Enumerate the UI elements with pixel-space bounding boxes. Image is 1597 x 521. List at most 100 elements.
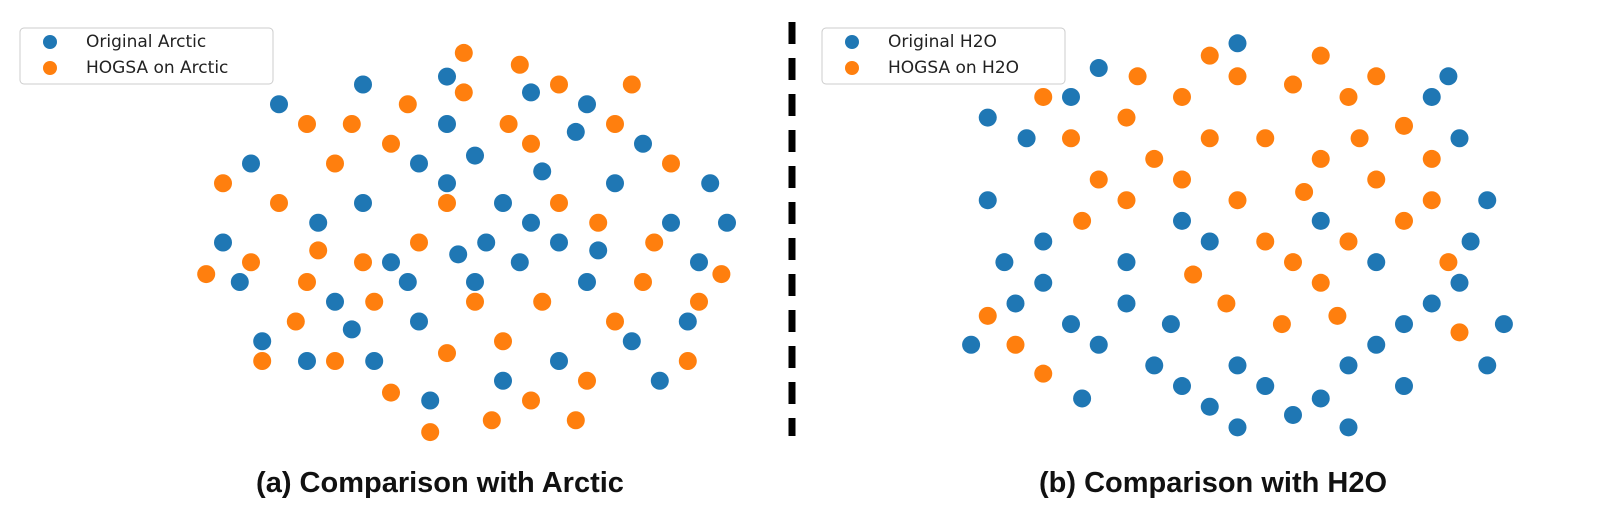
point (438, 115, 456, 133)
point (1228, 191, 1247, 210)
point (1395, 377, 1413, 396)
point (1311, 389, 1330, 408)
point (1073, 211, 1092, 230)
point (1117, 191, 1136, 210)
point (1062, 315, 1080, 334)
point (230, 273, 249, 291)
point (1128, 67, 1147, 86)
point (606, 115, 624, 133)
legend: Original Arctic HOGSA on Arctic (19, 27, 274, 85)
point (449, 245, 468, 264)
point (1200, 397, 1219, 416)
point (494, 371, 512, 390)
point (578, 273, 596, 291)
caption: (b) Comparison with H2O (1039, 467, 1387, 499)
point (566, 122, 585, 141)
point (1173, 170, 1191, 189)
point (1478, 356, 1497, 375)
point (1161, 315, 1180, 334)
point (410, 312, 428, 331)
point (578, 371, 596, 390)
point (1034, 87, 1053, 106)
point (1422, 87, 1441, 106)
point (365, 352, 384, 370)
series-points (197, 43, 731, 442)
point (242, 154, 260, 173)
point (1367, 335, 1386, 354)
point (662, 154, 680, 173)
legend-label: HOGSA on Arctic (86, 58, 228, 78)
legend-box (821, 27, 1066, 85)
series-points (962, 34, 1513, 437)
point (578, 95, 596, 114)
point (298, 352, 316, 370)
point (298, 273, 316, 291)
point (1311, 211, 1330, 230)
point (522, 134, 540, 153)
point (1395, 315, 1413, 334)
point (1367, 253, 1386, 272)
point (1256, 232, 1275, 251)
point (1328, 306, 1347, 325)
point (1089, 59, 1108, 78)
point (995, 253, 1014, 272)
point (1117, 294, 1136, 313)
point (477, 233, 496, 252)
point (1339, 356, 1358, 375)
point (606, 312, 624, 331)
point (1450, 273, 1469, 292)
point (494, 194, 512, 212)
point (354, 253, 372, 272)
point (438, 174, 456, 193)
point (1217, 294, 1236, 313)
point (270, 95, 288, 114)
point (398, 95, 417, 114)
point (978, 108, 997, 127)
point (634, 134, 652, 153)
point (342, 320, 361, 339)
point (382, 253, 400, 272)
point (978, 191, 997, 210)
point (354, 75, 372, 94)
point (1145, 149, 1164, 168)
point (712, 265, 731, 284)
point (494, 332, 512, 351)
point (589, 241, 608, 260)
point (1117, 253, 1136, 272)
point (1062, 129, 1080, 148)
caption: (a) Comparison with Arctic (256, 467, 624, 499)
point (1062, 87, 1080, 106)
point (382, 134, 400, 153)
point (1439, 253, 1458, 272)
point (1422, 191, 1441, 210)
point (622, 332, 641, 351)
point (1006, 335, 1025, 354)
point (1006, 294, 1025, 313)
point (197, 265, 216, 284)
point (645, 233, 664, 252)
point (1034, 232, 1053, 251)
point (1256, 377, 1275, 396)
point (270, 194, 288, 212)
point (1478, 191, 1497, 210)
point (1295, 182, 1314, 201)
point (326, 352, 344, 370)
point (242, 253, 260, 272)
point (1367, 67, 1386, 86)
point (1089, 170, 1108, 189)
legend-label: HOGSA on H2O (888, 58, 1019, 78)
legend-label: Original Arctic (86, 32, 206, 52)
point (962, 335, 981, 354)
point (326, 154, 344, 173)
point (214, 233, 232, 252)
point (1339, 418, 1358, 437)
point (421, 423, 440, 442)
point (1228, 356, 1247, 375)
point (1284, 253, 1302, 272)
point (650, 371, 669, 390)
point (1089, 335, 1108, 354)
point (550, 194, 568, 212)
legend-marker (43, 35, 57, 49)
point (978, 306, 997, 325)
